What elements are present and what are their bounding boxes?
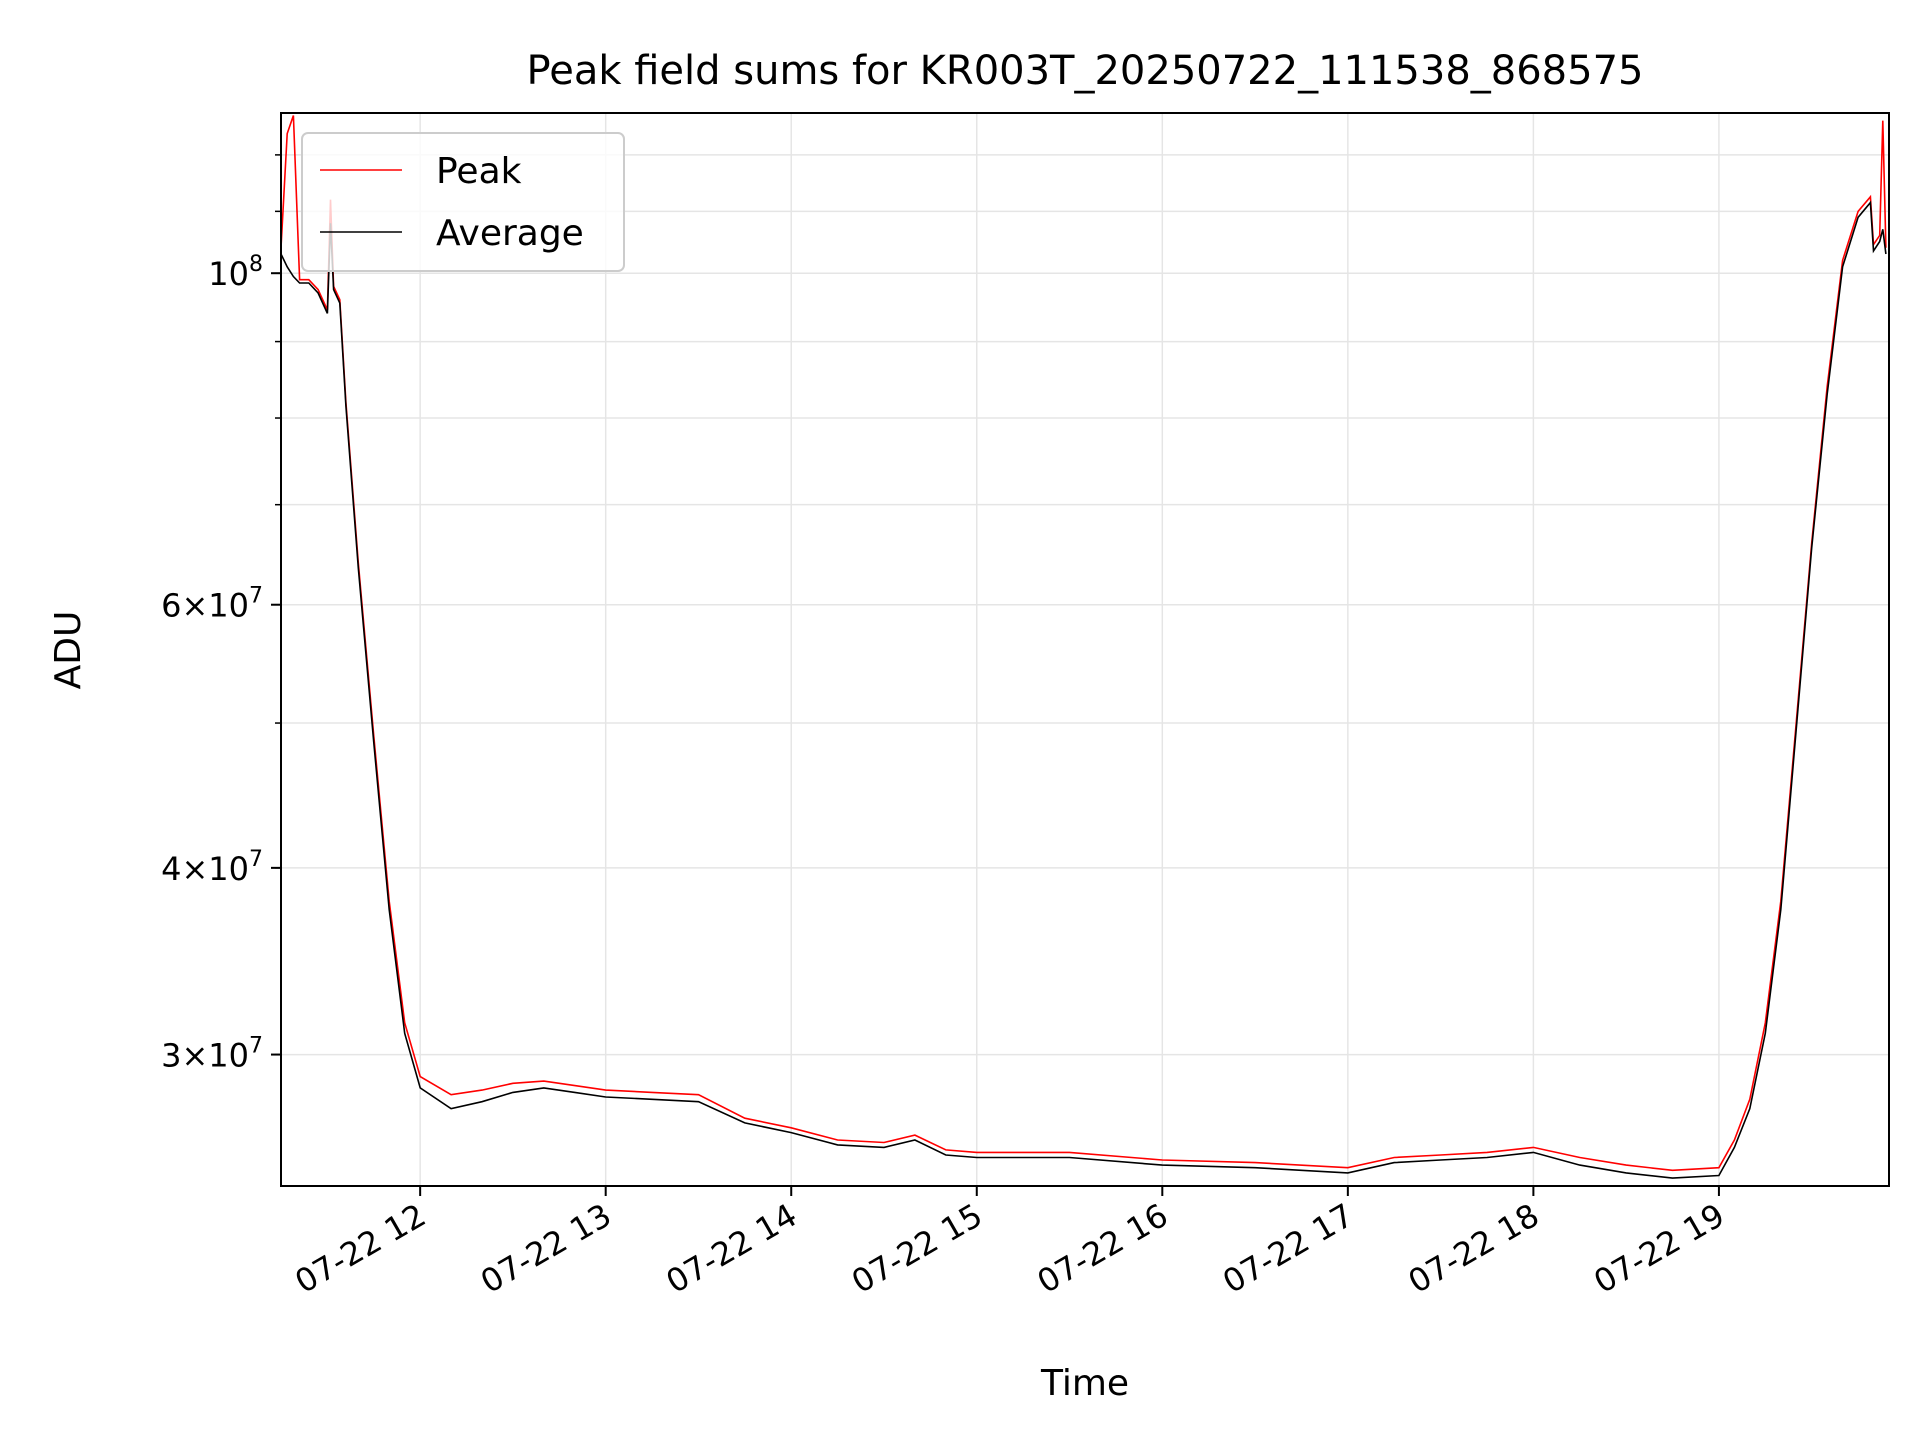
x-tick-label: 07-22 19	[1587, 1196, 1731, 1301]
y-ticks: 3×107 4×107 6×107 108	[161, 154, 281, 1075]
legend-box	[301, 132, 625, 272]
x-ticks: 07-22 12 07-22 13 07-22 14 07-22 15 07-22 16…	[289, 1186, 1731, 1301]
legend-label-peak: Peak	[436, 151, 522, 192]
legend-label-average: Average	[436, 213, 584, 254]
x-axis-label: Time	[1040, 1363, 1129, 1404]
y-tick-label: 4×107	[161, 847, 263, 888]
x-tick-label: 07-22 14	[660, 1196, 804, 1301]
x-tick-label: 07-22 16	[1031, 1196, 1175, 1301]
y-tick-label: 6×107	[161, 584, 263, 625]
legend: Peak Average	[301, 132, 625, 272]
y-tick-label: 108	[208, 252, 263, 293]
y-axis-label: ADU	[48, 611, 89, 690]
grid	[281, 113, 1889, 1186]
x-tick-label: 07-22 12	[289, 1196, 433, 1301]
x-tick-label: 07-22 15	[845, 1196, 989, 1301]
chart-title: Peak field sums for KR003T_20250722_1115…	[527, 48, 1644, 94]
series-line-average	[281, 200, 1887, 1179]
y-tick-label: 3×107	[161, 1034, 263, 1075]
x-tick-label: 07-22 18	[1402, 1196, 1546, 1301]
series-layer	[281, 115, 1887, 1179]
x-tick-label: 07-22 17	[1216, 1196, 1360, 1301]
plot-frame	[280, 112, 1890, 1187]
x-tick-label: 07-22 13	[474, 1196, 618, 1301]
